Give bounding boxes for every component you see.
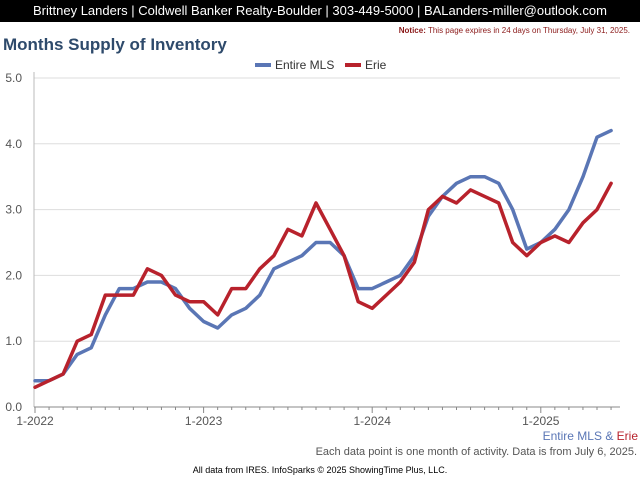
x-tick-label: 1-2024: [354, 414, 392, 428]
header-contact-bar: Brittney Landers | Coldwell Banker Realt…: [0, 0, 640, 22]
y-tick-label: 3.0: [5, 203, 22, 217]
series-line-erie: [33, 181, 613, 390]
caption-erie: Erie: [616, 429, 638, 443]
y-tick-label: 5.0: [5, 71, 22, 85]
y-tick-label: 0.0: [5, 400, 22, 414]
notice-text: This page expires in 24 days on Thursday…: [427, 26, 630, 35]
y-tick-label: 2.0: [5, 268, 22, 282]
legend-label-erie: Erie: [365, 58, 387, 72]
series-line-entire-mls: [33, 128, 613, 383]
series-caption: Entire MLS & Erie: [543, 429, 638, 443]
expiry-notice: Notice: This page expires in 24 days on …: [399, 26, 630, 35]
series-lines: [33, 128, 613, 390]
x-tick-label: 1-2025: [522, 414, 560, 428]
grid-lines: [34, 77, 620, 342]
x-tick-label: 1-2022: [16, 414, 54, 428]
legend-label-entire-mls: Entire MLS: [275, 58, 334, 72]
x-tick-label: 1-2023: [185, 414, 223, 428]
caption-entire-mls: Entire MLS: [542, 429, 602, 443]
chart-title: Months Supply of Inventory: [3, 35, 227, 54]
axes: 0.0 1.0 2.0 3.0 4.0 5.0 1-2022 1-2023 1-2024 1-20…: [5, 71, 620, 428]
footnote: Each data point is one month of activity…: [315, 446, 637, 458]
notice-label: Notice:: [398, 26, 426, 35]
y-tick-label: 4.0: [5, 137, 22, 151]
caption-amp: &: [601, 429, 617, 443]
legend: Entire MLS Erie: [255, 58, 387, 72]
credits: All data from IRES. InfoSparks © 2025 Sh…: [192, 465, 448, 475]
y-tick-label: 1.0: [5, 334, 22, 348]
